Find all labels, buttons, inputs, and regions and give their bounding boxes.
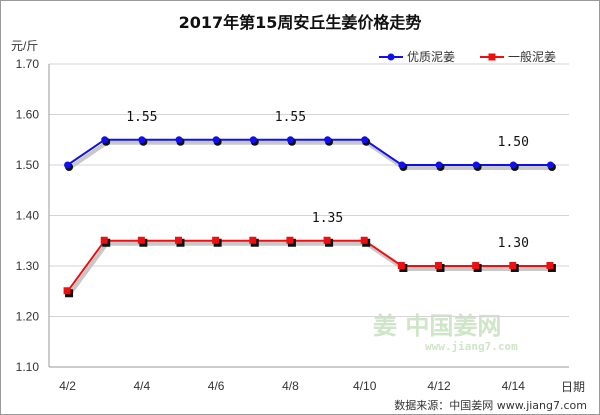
series-group bbox=[63, 136, 556, 298]
x-tick-label: 4/6 bbox=[208, 379, 225, 393]
data-point bbox=[397, 262, 405, 269]
legend: 优质泥姜 一般泥姜 bbox=[379, 49, 556, 64]
y-tick-label: 1.20 bbox=[16, 310, 40, 324]
data-point bbox=[324, 136, 332, 144]
data-label: 1.55 bbox=[126, 110, 157, 125]
y-tick-label: 1.60 bbox=[16, 108, 40, 122]
x-tick-label: 4/14 bbox=[502, 379, 526, 393]
data-point bbox=[472, 161, 480, 169]
series-shadow bbox=[67, 241, 553, 296]
data-point bbox=[64, 161, 72, 169]
data-label: 1.35 bbox=[312, 211, 343, 226]
x-tick-label: 4/8 bbox=[282, 379, 299, 393]
data-point bbox=[101, 136, 109, 144]
chart-title: 2017年第15周安丘生姜价格走势 bbox=[179, 13, 422, 32]
data-point bbox=[361, 136, 369, 144]
x-tick-label: 4/4 bbox=[134, 379, 151, 393]
data-point bbox=[249, 236, 257, 244]
data-point bbox=[212, 136, 220, 144]
data-point bbox=[212, 236, 220, 244]
data-point bbox=[435, 262, 442, 269]
data-label: 1.55 bbox=[275, 110, 306, 125]
data-point bbox=[435, 161, 443, 169]
y-tick-label: 1.70 bbox=[16, 57, 40, 71]
data-point bbox=[546, 161, 554, 169]
series-line bbox=[67, 138, 551, 166]
data-label: 1.50 bbox=[498, 135, 529, 150]
y-tick-label: 1.40 bbox=[16, 209, 40, 223]
legend-label: 优质泥姜 bbox=[407, 50, 455, 64]
y-tick-label: 1.50 bbox=[16, 158, 40, 172]
data-point bbox=[137, 236, 145, 244]
watermark-url: www.jiang7.com bbox=[425, 340, 518, 353]
legend-marker bbox=[387, 53, 395, 61]
y-axis-label: 元/斤 bbox=[11, 39, 38, 53]
data-point bbox=[175, 136, 183, 144]
data-point bbox=[138, 136, 146, 144]
data-point bbox=[360, 236, 368, 244]
series-shadow bbox=[68, 140, 553, 170]
grid bbox=[48, 63, 569, 368]
source-note: 数据来源：中国姜网 www.jiang7.com bbox=[394, 398, 587, 412]
y-tick-label: 1.30 bbox=[16, 259, 40, 273]
data-point bbox=[546, 262, 554, 269]
data-point bbox=[509, 262, 517, 269]
x-tick-label: 4/10 bbox=[353, 379, 377, 393]
x-tick-label: 4/2 bbox=[59, 379, 76, 393]
series-line bbox=[66, 239, 551, 292]
data-point bbox=[249, 136, 257, 144]
y-ticks: 1.10 1.20 1.30 1.40 1.50 1.60 1.70 bbox=[16, 57, 40, 374]
x-ticks: 4/2 4/4 4/6 4/8 4/10 4/12 4/14 bbox=[59, 379, 525, 393]
data-point bbox=[63, 287, 71, 295]
data-point bbox=[509, 161, 517, 169]
legend-label: 一般泥姜 bbox=[508, 49, 556, 64]
y-tick-label: 1.10 bbox=[16, 360, 40, 374]
data-point bbox=[398, 161, 406, 169]
data-point bbox=[286, 136, 294, 144]
legend-marker bbox=[488, 53, 496, 61]
data-point bbox=[323, 236, 331, 244]
x-tick-label: 4/12 bbox=[427, 379, 451, 393]
data-point bbox=[175, 236, 182, 244]
data-point bbox=[472, 262, 480, 269]
watermark: 姜 中国姜网 www.jiang7.com bbox=[373, 312, 518, 353]
data-point bbox=[100, 236, 108, 244]
data-point bbox=[286, 236, 294, 244]
x-axis-label: 日期 bbox=[561, 380, 585, 394]
annotations: 1.55 1.55 1.50 1.35 1.30 bbox=[126, 110, 529, 251]
data-label: 1.30 bbox=[498, 236, 529, 251]
